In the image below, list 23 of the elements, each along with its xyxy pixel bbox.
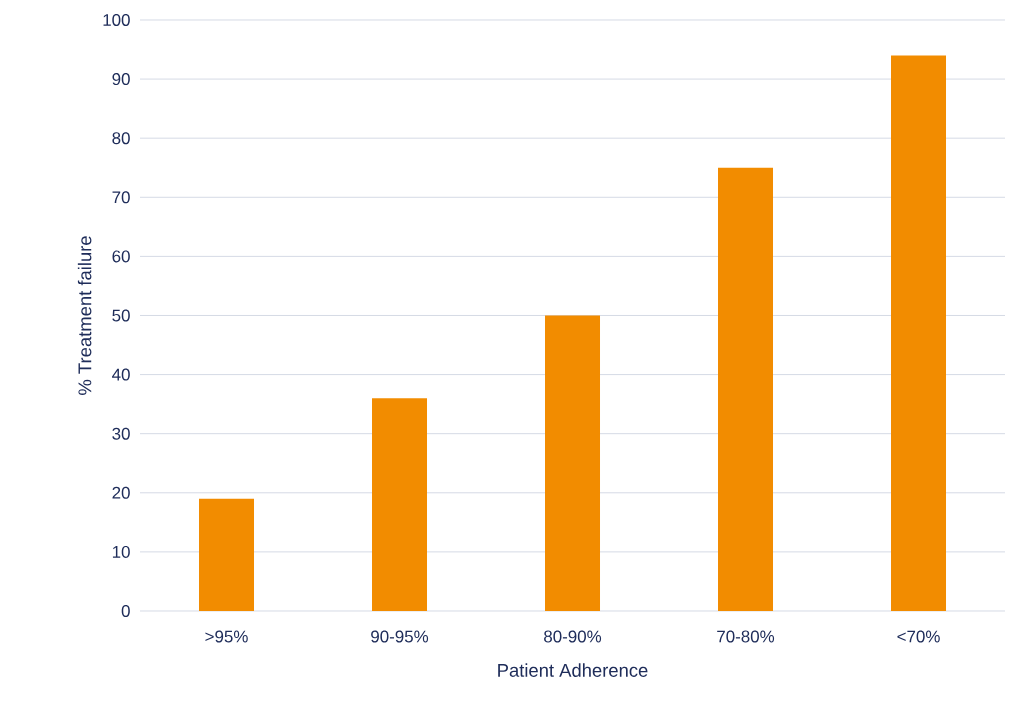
y-tick-label: 80: [112, 132, 130, 145]
x-tick-label: >95%: [205, 630, 248, 643]
y-tick-label: 20: [112, 486, 130, 499]
x-tick-label: 90-95%: [371, 630, 429, 643]
x-axis-title: Patient Adherence: [498, 663, 648, 677]
bar: [718, 167, 774, 611]
bar: [372, 398, 428, 611]
y-tick-label: 10: [112, 545, 130, 558]
y-axis-title: % Treatment failure: [77, 236, 92, 395]
x-tick-label: <70%: [897, 630, 940, 643]
y-tick-label: 100: [103, 13, 130, 26]
y-tick-label: 0: [121, 604, 130, 617]
y-tick-label: 60: [112, 250, 130, 263]
y-tick-label: 40: [112, 368, 130, 381]
bar: [891, 55, 947, 611]
x-tick-label: 80-90%: [544, 630, 602, 643]
y-tick-label: 90: [112, 73, 130, 86]
y-tick-label: 70: [112, 191, 130, 204]
x-tick-label: 70-80%: [717, 630, 775, 643]
bar: [545, 315, 601, 611]
y-tick-label: 50: [112, 309, 130, 322]
y-tick-label: 30: [112, 427, 130, 440]
bar: [199, 498, 255, 611]
